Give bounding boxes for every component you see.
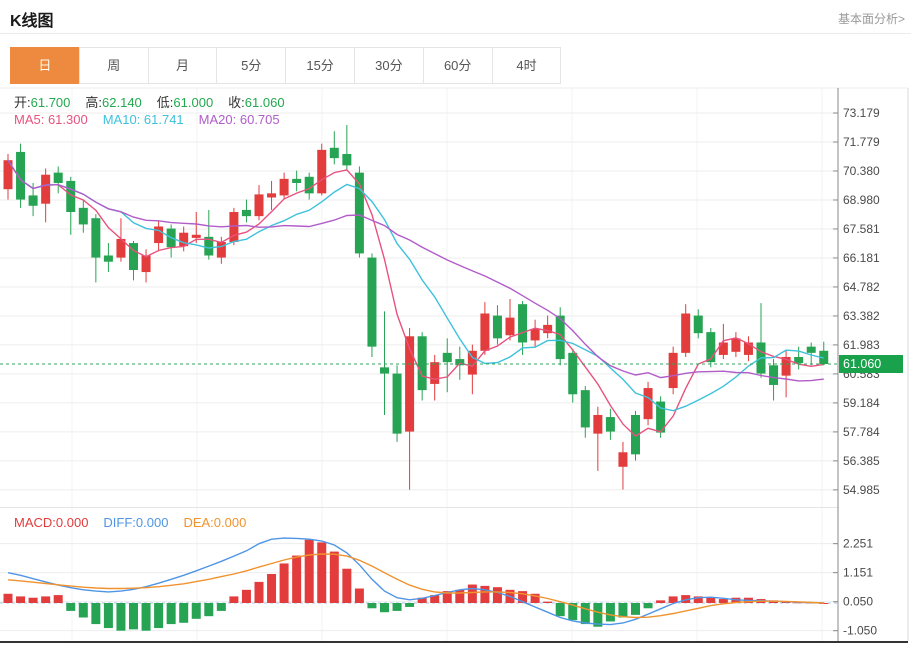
header-divider <box>0 33 911 34</box>
period-tab-bar: 日周月 5分 15分 30分 60分 4时 <box>10 47 562 84</box>
svg-text:68.980: 68.980 <box>843 193 880 207</box>
ma20-line <box>7 159 824 382</box>
svg-text:2.251: 2.251 <box>843 537 873 551</box>
macd-bars <box>3 539 829 631</box>
ma-ma20: MA20: 60.705 <box>198 112 280 127</box>
svg-text:70.380: 70.380 <box>843 164 880 178</box>
tab-period-2[interactable]: 月 <box>147 47 218 84</box>
ohlc-open: 开:61.700 <box>14 95 71 110</box>
tab-period-6[interactable]: 60分 <box>422 47 493 84</box>
tab-period-5[interactable]: 30分 <box>353 47 424 84</box>
ma-ma10: MA10: 61.741 <box>102 112 184 127</box>
ma-ma5: MA5: 61.300 <box>14 112 88 127</box>
fundamental-analysis-link[interactable]: 基本面分析> <box>837 12 905 26</box>
macd-legend: MACD:0.000 DIFF:0.000 DEA:0.000 <box>14 515 261 530</box>
current-price-tag: 61.060 <box>839 355 903 373</box>
macd-macd: MACD:0.000 <box>14 515 89 530</box>
candles <box>3 124 829 490</box>
svg-text:73.179: 73.179 <box>843 106 880 120</box>
svg-text:64.782: 64.782 <box>843 280 880 294</box>
svg-text:63.382: 63.382 <box>843 309 880 323</box>
svg-text:67.581: 67.581 <box>843 222 880 236</box>
ma10-line <box>7 159 824 412</box>
svg-text:-1.050: -1.050 <box>843 624 877 638</box>
macd-axis-labels: 2.251 1.151 0.050 -1.050 <box>833 537 877 638</box>
macd-diff: DIFF:0.000 <box>103 515 169 530</box>
ohlc-close: 收:61.060 <box>228 95 285 110</box>
svg-text:61.983: 61.983 <box>843 338 880 352</box>
tab-period-1[interactable]: 周 <box>78 47 149 84</box>
svg-text:56.385: 56.385 <box>843 454 880 468</box>
tab-period-0[interactable]: 日 <box>10 47 80 84</box>
frame <box>0 87 909 643</box>
tab-period-7[interactable]: 4时 <box>491 47 562 84</box>
svg-text:59.184: 59.184 <box>843 396 880 410</box>
svg-text:1.151: 1.151 <box>843 566 873 580</box>
ohlc-legend: 开:61.700 高:62.140 低:61.000 收:61.060 <box>14 92 300 111</box>
macd-dea: DEA:0.000 <box>183 515 247 530</box>
svg-text:71.779: 71.779 <box>843 135 880 149</box>
ohlc-high: 高:62.140 <box>85 95 142 110</box>
price-axis-labels: 73.179 71.779 70.380 68.980 67.581 66.181 64.7… <box>833 106 880 497</box>
svg-text:57.784: 57.784 <box>843 425 880 439</box>
ma-legend: MA5: 61.300 MA10: 61.741 MA20: 60.705 <box>14 112 295 127</box>
ohlc-low: 低:61.000 <box>156 95 214 110</box>
svg-text:0.050: 0.050 <box>843 595 873 609</box>
svg-text:54.985: 54.985 <box>843 483 880 497</box>
ma5-line <box>7 159 824 437</box>
dea-line <box>7 553 824 619</box>
svg-text:66.181: 66.181 <box>843 251 880 265</box>
page-title: K线图 <box>10 13 54 30</box>
tab-period-3[interactable]: 5分 <box>216 47 287 84</box>
tab-period-4[interactable]: 15分 <box>285 47 355 84</box>
